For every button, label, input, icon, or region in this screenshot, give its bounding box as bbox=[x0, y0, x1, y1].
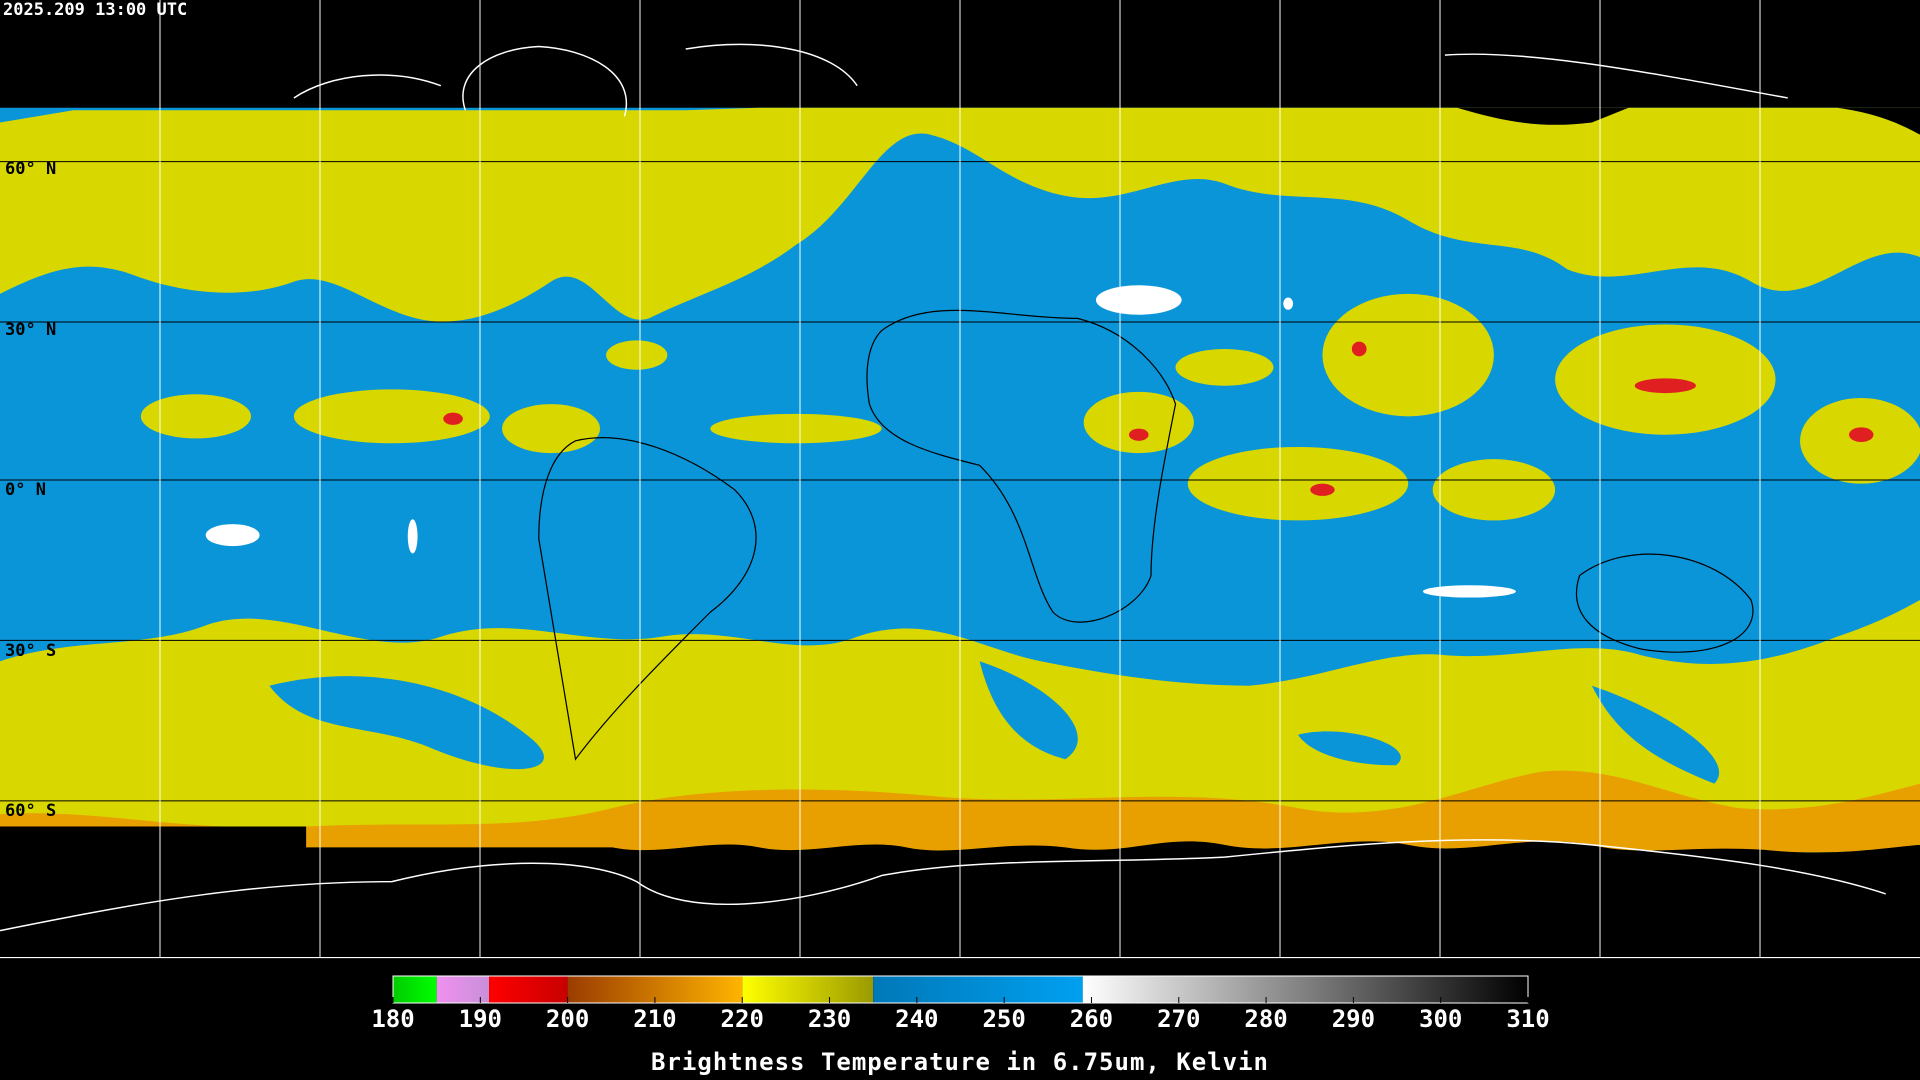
colorbar-tick-label: 190 bbox=[459, 1005, 502, 1033]
polar-coastlines bbox=[0, 43, 1886, 932]
colorbar-segment bbox=[489, 976, 568, 1003]
colorbar-tick-label: 310 bbox=[1506, 1005, 1549, 1033]
colorbar-tick-label: 300 bbox=[1419, 1005, 1462, 1033]
colorbar-tick-label: 250 bbox=[982, 1005, 1025, 1033]
dry-spots bbox=[205, 285, 1516, 598]
colorbar-segment bbox=[742, 976, 874, 1003]
colorbar-tick-label: 290 bbox=[1332, 1005, 1375, 1033]
latitude-label: 60° N bbox=[5, 159, 56, 179]
colorbar-segment bbox=[873, 976, 1083, 1003]
latitude-label: 30° S bbox=[5, 641, 56, 661]
colorbar-tick-label: 220 bbox=[721, 1005, 764, 1033]
colorbar-tick-label: 230 bbox=[808, 1005, 851, 1033]
meridians bbox=[159, 0, 1761, 958]
colorbar-segment bbox=[1082, 976, 1528, 1003]
top-edge-mask bbox=[1457, 107, 1920, 135]
colorbar-title: Brightness Temperature in 6.75um, Kelvin bbox=[651, 1048, 1269, 1076]
blue-tongue bbox=[269, 661, 1720, 784]
latitude-label: 30° N bbox=[5, 320, 56, 340]
colorbar-tick-label: 280 bbox=[1244, 1005, 1287, 1033]
latitude-label: 60° S bbox=[5, 801, 56, 821]
colorbar-tick-label: 180 bbox=[371, 1005, 414, 1033]
colorbar-frame bbox=[392, 975, 1529, 1004]
colorbar: 180 190 200 210 220 230 240 250 260 270 280 290 300 3… bbox=[371, 975, 1550, 1033]
colorbar-tick-label: 210 bbox=[633, 1005, 676, 1033]
cold-cloud-tops bbox=[443, 341, 1874, 496]
colorbar-segment bbox=[393, 976, 437, 1003]
colorbar-tick-label: 260 bbox=[1070, 1005, 1113, 1033]
latitude-labels: 60° N 30° N 0° N 30° S 60° S bbox=[5, 159, 56, 821]
colorbar-tick-label: 270 bbox=[1157, 1005, 1200, 1033]
timestamp: 2025.209 13:00 UTC bbox=[3, 0, 187, 20]
colorbar-segment bbox=[436, 976, 490, 1003]
coastlines bbox=[538, 309, 1754, 761]
map-image bbox=[0, 0, 1920, 959]
colorbar-tick-label: 200 bbox=[546, 1005, 589, 1033]
latitude-label: 0° N bbox=[5, 480, 46, 500]
colorbar-tick-label: 240 bbox=[895, 1005, 938, 1033]
tropical-convection bbox=[140, 293, 1920, 521]
